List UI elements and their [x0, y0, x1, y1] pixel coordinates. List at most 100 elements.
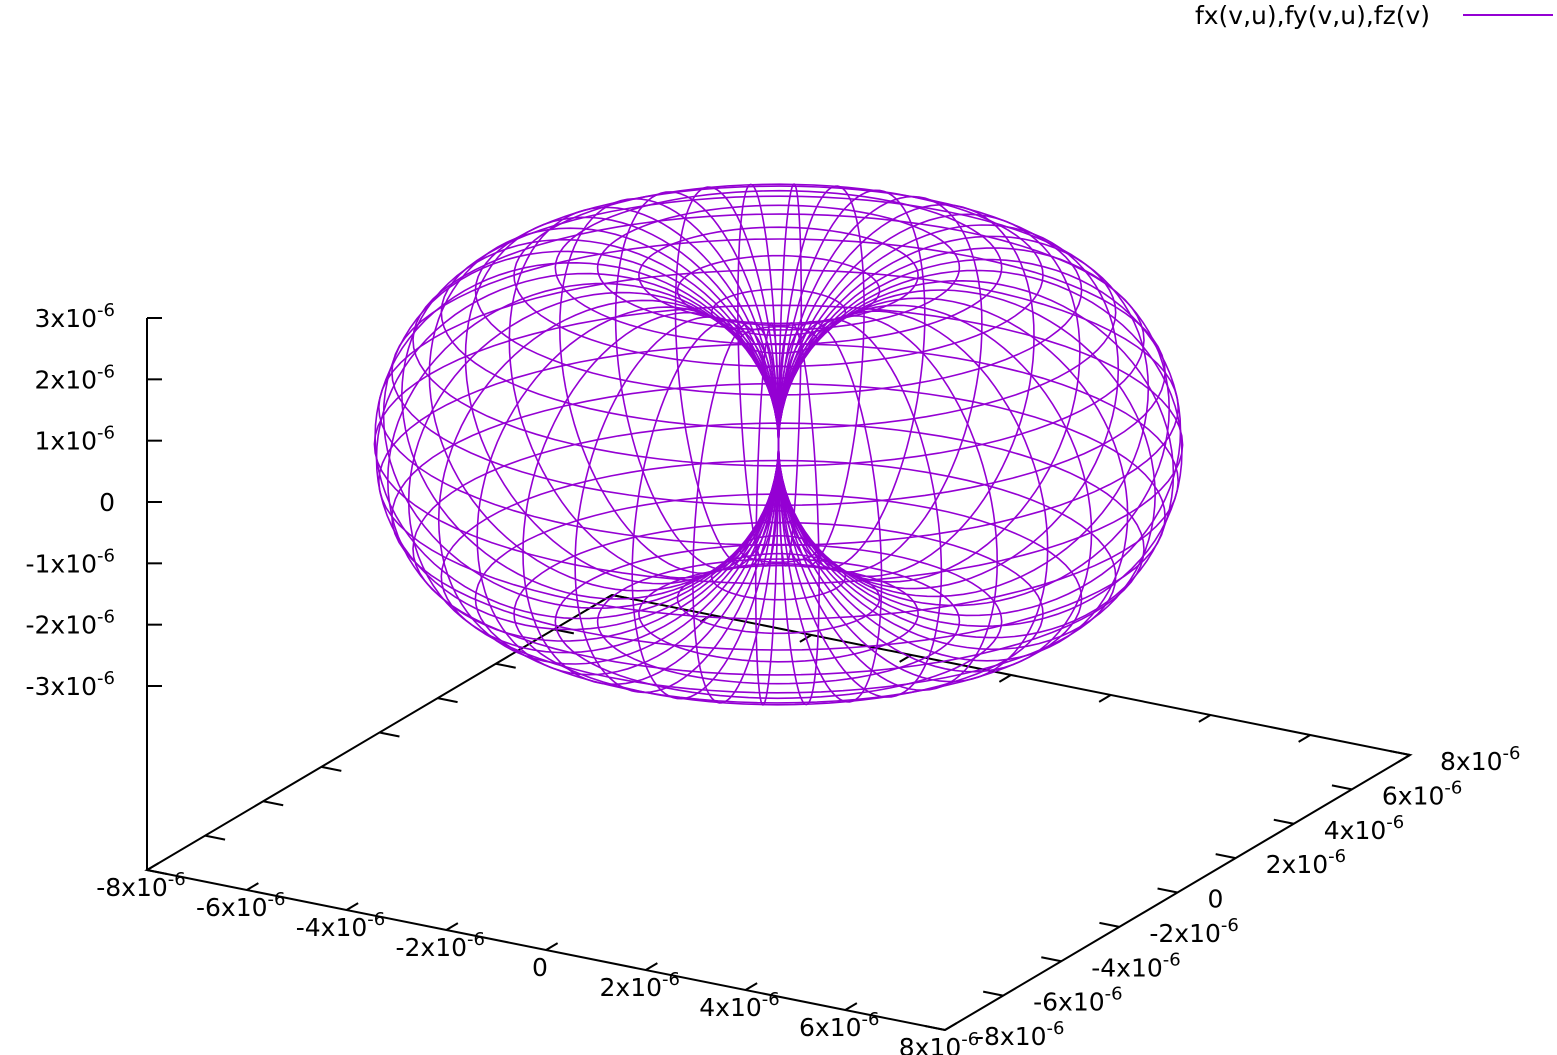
y-tick-mirror	[495, 662, 516, 669]
parallel	[676, 254, 881, 327]
y-tick-label-base: -4x10	[1091, 953, 1163, 982]
x-tick-label-base: -8x10	[96, 873, 168, 902]
x-tick	[146, 862, 160, 871]
x-tick-mirror	[1098, 694, 1112, 703]
x-tick-label: 4x10-6	[699, 989, 779, 1022]
x-tick	[944, 1022, 958, 1031]
y-tick-label-base: -2x10	[1149, 919, 1221, 948]
parallel	[412, 422, 1145, 676]
x-tick-label-exponent: -6	[862, 1009, 880, 1030]
x-tick-label-base: 4x10	[699, 993, 762, 1022]
z-tick-label-base: -3x10	[26, 672, 98, 701]
parallel	[513, 521, 1044, 706]
x-tick	[445, 922, 459, 931]
y-tick-label-base: 4x10	[1324, 816, 1387, 845]
y-tick-label-base: -8x10	[975, 1022, 1047, 1051]
parallel	[710, 552, 847, 601]
y-tick-label: 0	[1208, 885, 1224, 914]
z-tick-label-base: 3x10	[35, 304, 98, 333]
parallel	[773, 479, 784, 484]
parallel	[760, 365, 797, 379]
z-tick-label: 0	[99, 488, 115, 517]
parallel	[391, 238, 1166, 507]
x-tick	[844, 1002, 858, 1011]
parallel	[377, 342, 1180, 621]
parallel	[474, 185, 1083, 396]
x-tick-label-base: -4x10	[296, 913, 368, 942]
y-tick-label-exponent: -6	[1503, 743, 1521, 764]
z-tick-label: 3x10-6	[35, 300, 115, 333]
y-tick-label: 8x10-6	[1440, 743, 1520, 776]
x-tick-label: -4x10-6	[296, 909, 386, 942]
parallel	[412, 213, 1145, 467]
y-tick-label-exponent: -6	[1221, 915, 1239, 936]
z-tick-label-exponent: -6	[97, 361, 115, 382]
y-tick-mirror	[263, 800, 284, 807]
y-tick-label: 2x10-6	[1266, 846, 1346, 879]
x-tick-label-base: 6x10	[799, 1013, 862, 1042]
y-tick	[1331, 784, 1353, 791]
surface	[373, 183, 1184, 706]
meridian	[777, 289, 1156, 651]
x-tick-label: -2x10-6	[396, 929, 486, 962]
y-tick-label-exponent: -6	[1386, 812, 1404, 833]
y-tick-label: 6x10-6	[1382, 777, 1462, 810]
y-tick	[924, 1025, 946, 1031]
x-tick-label-exponent: -6	[367, 909, 385, 930]
x-tick-label-base: -2x10	[396, 933, 468, 962]
parallel	[554, 543, 1003, 700]
x-tick-mirror	[1397, 754, 1411, 763]
y-tick-label-exponent: -6	[1328, 846, 1346, 867]
x-tick-label: 6x10-6	[799, 1009, 879, 1042]
y-tick-label-base: -6x10	[1033, 988, 1105, 1017]
parallel	[513, 183, 1044, 368]
parallel	[596, 558, 961, 685]
y-tick-label-base: 2x10	[1266, 850, 1329, 879]
base-frame	[144, 593, 1413, 1032]
y-tick-label-exponent: -6	[1163, 949, 1181, 970]
x-tick-label: 2x10-6	[600, 969, 680, 1002]
z-tick-label-base: 1x10	[35, 427, 98, 456]
y-tick-mirror	[321, 765, 342, 772]
x-tick-label-exponent: -6	[168, 869, 186, 890]
z-tick-label-exponent: -6	[97, 607, 115, 628]
legend-label: fx(v,u),fy(v,u),fz(v)	[1195, 1, 1430, 30]
z-tick-label-exponent: -6	[97, 300, 115, 321]
x-tick-label: 0	[532, 953, 548, 982]
x-tick-label-exponent: -6	[467, 929, 485, 950]
z-tick-label-exponent: -6	[97, 545, 115, 566]
x-tick	[744, 982, 758, 991]
x-tick	[645, 962, 658, 971]
z-tick-label-base: -1x10	[26, 549, 98, 578]
y-tick-label: -4x10-6	[1091, 949, 1181, 982]
y-tick-label: -2x10-6	[1149, 915, 1239, 948]
x-tick	[345, 902, 359, 911]
z-tick-label-base: -2x10	[26, 611, 98, 640]
x-tick-label-exponent: -6	[268, 889, 286, 910]
y-tick-mirror	[146, 869, 168, 875]
x-tick-mirror	[998, 674, 1012, 683]
parallel	[676, 562, 881, 635]
y-tick	[1389, 750, 1411, 756]
y-tick-mirror	[437, 697, 458, 704]
y-tick-mirror	[379, 731, 400, 738]
y-tick	[1041, 956, 1062, 963]
parallel	[596, 204, 961, 331]
y-tick	[1157, 887, 1178, 894]
y-tick	[1273, 818, 1294, 825]
y-tick-mirror	[204, 834, 226, 841]
x-tick-label-exponent: -6	[662, 969, 680, 990]
y-tick	[1099, 921, 1120, 928]
parallel	[638, 564, 919, 663]
y-tick-label: -8x10-6	[975, 1018, 1065, 1051]
z-tick-label: 1x10-6	[35, 423, 115, 456]
x-tick-label: -8x10-6	[96, 869, 186, 902]
z-tick-label-exponent: -6	[97, 668, 115, 689]
y-tick-label-exponent: -6	[1444, 777, 1462, 798]
z-tick-label: -2x10-6	[26, 607, 116, 640]
y-tick	[1215, 853, 1236, 860]
y-tick-label-base: 8x10	[1440, 747, 1503, 776]
z-tick-label: -1x10-6	[26, 545, 116, 578]
parallel	[739, 535, 818, 564]
